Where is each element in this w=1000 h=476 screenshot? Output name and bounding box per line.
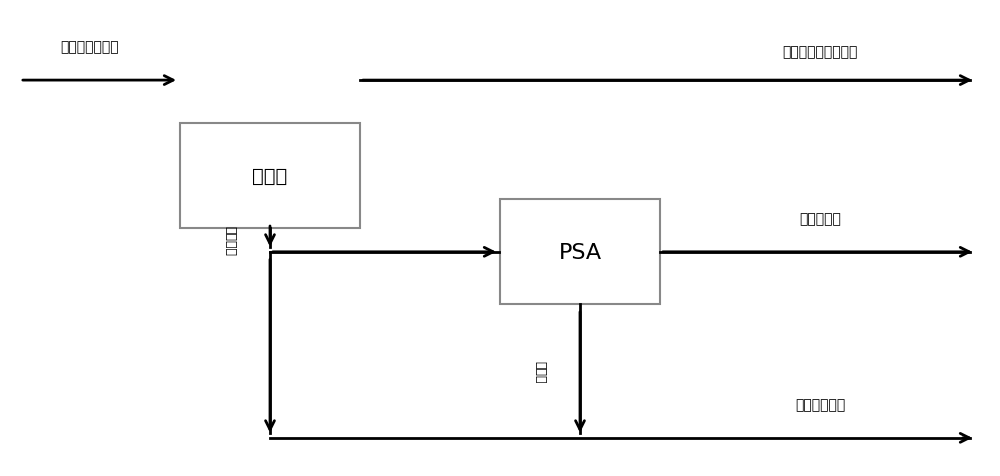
Text: PSA: PSA <box>558 242 602 262</box>
Text: 氢气出界区: 氢气出界区 <box>799 212 841 226</box>
Text: 非渗透气: 非渗透气 <box>224 226 237 255</box>
Text: 膜分离: 膜分离 <box>252 167 288 186</box>
Text: 富氢气返回甲醇合成: 富氢气返回甲醇合成 <box>782 45 858 60</box>
FancyBboxPatch shape <box>180 124 360 228</box>
Text: 作全厂燃料气: 作全厂燃料气 <box>795 397 845 412</box>
Text: 解吸气: 解吸气 <box>533 360 546 383</box>
FancyBboxPatch shape <box>500 200 660 305</box>
Text: 甲醇合成弛放气: 甲醇合成弛放气 <box>61 40 119 55</box>
